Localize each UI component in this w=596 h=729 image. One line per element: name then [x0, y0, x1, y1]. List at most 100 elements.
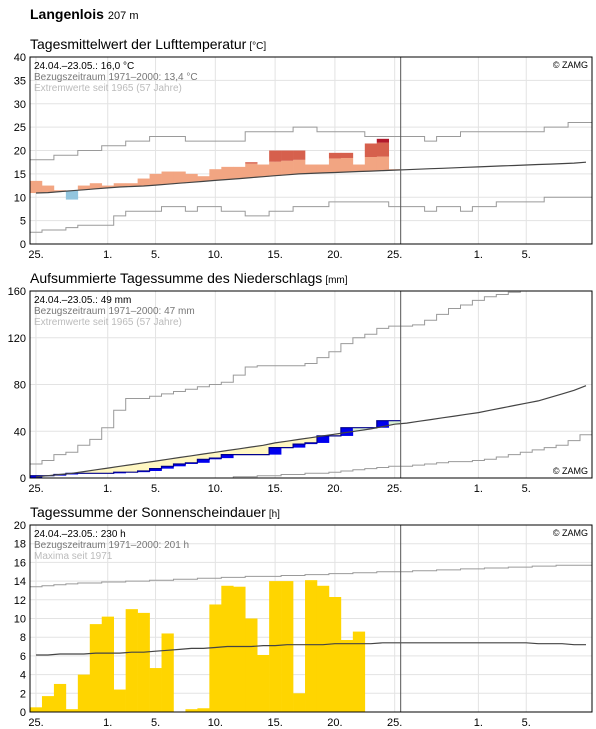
precipitation-daily-increment — [65, 473, 79, 475]
sunshine-ytick-label: 0 — [20, 707, 26, 719]
temperature-bar-day — [364, 157, 378, 172]
precipitation-xtick-label: 1. — [103, 483, 112, 495]
temperature-bar-day — [41, 185, 55, 193]
temperature-bar-day — [65, 190, 79, 200]
temperature-info-line: Extremwerte seit 1965 (57 Jahre) — [34, 83, 182, 94]
precipitation-ytick-label: 80 — [14, 380, 26, 392]
temperature-bars — [30, 138, 401, 200]
temperature-ytick-label: 30 — [14, 99, 26, 111]
sunshine-bar-day — [257, 654, 270, 712]
sunshine-bar-day — [281, 581, 294, 712]
precipitation-normal-line — [35, 385, 587, 478]
sunshine-ytick-label: 12 — [14, 595, 26, 607]
temperature-bar-day — [101, 185, 115, 188]
precipitation-daily-increment — [161, 466, 174, 469]
temperature-bar-day — [77, 185, 91, 190]
precipitation-info-line: 24.04.–23.05.: 49 mm — [34, 295, 131, 306]
sunshine-info-line: Maxima seit 1971 — [34, 551, 113, 562]
temperature-bar-day — [269, 150, 282, 162]
station-elevation: 207 m — [107, 10, 139, 22]
temperature-bar-day — [185, 173, 198, 183]
temperature-bar-day — [352, 164, 366, 172]
sunshine-bar-day — [89, 624, 103, 712]
sunshine-bar-day — [101, 616, 115, 712]
temperature-ytick-label: 15 — [14, 169, 26, 181]
temperature-bar-day — [340, 152, 354, 158]
precipitation-daily-increment — [173, 463, 186, 467]
sunshine-xtick-label: 25. — [387, 717, 402, 729]
temperature-xtick-label: 15. — [267, 249, 282, 261]
temperature-bar-day — [233, 166, 246, 179]
precipitation-xtick-label: 25. — [387, 483, 402, 495]
temperature-bar-day — [293, 159, 306, 174]
sunshine-bars — [30, 580, 366, 712]
precipitation-deviation-day — [125, 464, 138, 473]
sunshine-bar-day — [125, 609, 138, 712]
temperature-ytick-label: 10 — [14, 192, 26, 204]
sunshine-info-line: 24.04.–23.05.: 230 h — [34, 529, 126, 540]
precipitation-info-line: Extremwerte seit 1965 (57 Jahre) — [34, 317, 182, 328]
precipitation-deviation-day — [221, 450, 234, 455]
temperature-bar-day — [221, 166, 234, 180]
precipitation-xtick-label: 20. — [327, 483, 342, 495]
temperature-bar-day — [328, 152, 342, 159]
temperature-info-line: Bezugszeitraum 1971–2000: 13,4 °C — [34, 72, 198, 83]
temperature-bar-day — [269, 161, 282, 176]
sunshine-max-line — [30, 564, 592, 588]
sunshine-xtick-label: 20. — [327, 717, 342, 729]
temperature-bar-day — [293, 150, 306, 160]
temperature-ytick-label: 40 — [14, 52, 26, 64]
precipitation-daily-increment — [293, 444, 306, 448]
precipitation-deviation-day — [388, 420, 401, 425]
precipitation-daily-increment — [209, 458, 222, 460]
precipitation-deviation-day — [77, 471, 91, 474]
precipitation-xtick-label: 10. — [208, 483, 223, 495]
temperature-normal-line — [35, 161, 587, 194]
temperature-bar-day — [89, 183, 103, 189]
sunshine-xtick-label: 1. — [103, 717, 112, 729]
temperature-bar-day — [173, 171, 186, 184]
sunshine-ytick-label: 10 — [14, 614, 26, 626]
temperature-bar-day — [281, 150, 294, 161]
sunshine-bar-day — [245, 618, 258, 712]
sunshine-ytick-label: 2 — [20, 688, 26, 700]
precipitation-daily-increment — [221, 454, 234, 459]
sunshine-ytick-label: 18 — [14, 539, 26, 551]
temperature-xtick-label: 1. — [103, 249, 112, 261]
temperature-bar-day — [364, 143, 378, 158]
temperature-xtick-label: 20. — [327, 249, 342, 261]
sunshine-ytick-label: 6 — [20, 651, 26, 663]
temperature-xtick-label: 25. — [387, 249, 402, 261]
precipitation-deviation-day — [89, 469, 103, 474]
temperature-bar-day — [281, 160, 294, 175]
precipitation-xtick-label: 5. — [151, 483, 160, 495]
temperature-unit: [°C] — [249, 41, 267, 52]
temperature-bar-day — [197, 176, 210, 182]
sunshine-ytick-label: 4 — [20, 670, 26, 682]
sunshine-info-line: Bezugszeitraum 1971–2000: 201 h — [34, 540, 189, 551]
temperature-bar-day — [257, 164, 270, 177]
precipitation-copyright: © ZAMG — [553, 466, 588, 476]
precipitation-chart: 0 40 80 120 160 25. 1. 5. 10. 15. 20. 25. 1. 5. 24.04.… — [8, 286, 593, 495]
precipitation-max-line — [30, 290, 592, 465]
precipitation-deviation-day — [233, 448, 246, 455]
sunshine-bar-day — [328, 596, 342, 712]
temperature-min-line — [30, 196, 592, 233]
precipitation-title-text: Aufsummierte Tagessumme des Niederschlag… — [30, 270, 323, 286]
temperature-bar-day — [161, 171, 174, 185]
precipitation-ytick-label: 120 — [8, 333, 26, 345]
station-header: Langenlois 207 m — [30, 6, 138, 22]
temperature-ytick-label: 5 — [20, 216, 26, 228]
sunshine-xtick-label: 10. — [208, 717, 223, 729]
precipitation-ytick-label: 40 — [14, 426, 26, 438]
sunshine-bar-day — [30, 707, 43, 712]
temperature-max-line — [30, 122, 592, 161]
sunshine-bar-day — [316, 585, 330, 712]
temperature-xtick-label: 5. — [151, 249, 160, 261]
precipitation-deviation-day — [293, 439, 306, 445]
temperature-plot-frame — [29, 56, 593, 245]
sunshine-bar-day — [137, 612, 150, 712]
sunshine-xtick-label: 25. — [28, 717, 43, 729]
sunshine-bar-day — [269, 581, 282, 712]
precipitation-cumulative-line — [30, 420, 401, 477]
